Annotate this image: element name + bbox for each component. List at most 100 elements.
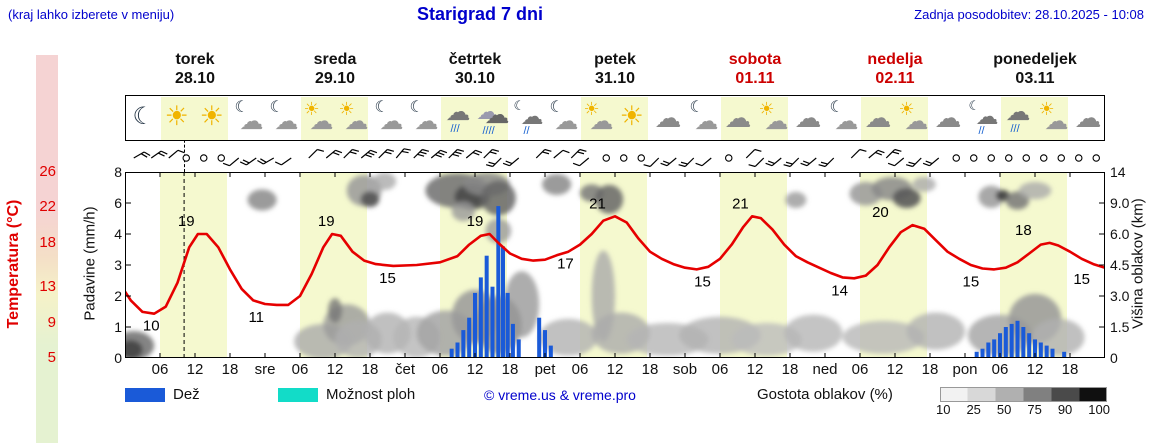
temperature-value-label: 18 (1015, 222, 1032, 239)
icon-layer: ☁ (654, 103, 682, 133)
icon-layer: ☾ (269, 99, 284, 116)
wind-barb-icon (395, 148, 411, 159)
day-date: 03.11 (1015, 70, 1055, 87)
calm-wind-icon (1039, 154, 1048, 162)
wind-barb-icon (572, 157, 590, 167)
calm-wind-icon (1074, 154, 1083, 162)
icon-layer: ☁ (1044, 108, 1069, 135)
time-axis-label: 18 (361, 361, 379, 378)
temperature-value-label: 15 (379, 270, 396, 287)
temperature-tick-label: 26 (39, 163, 56, 180)
cloud-tick-label: 6.0 (1110, 226, 1130, 242)
calm-wind-icon (200, 154, 208, 162)
wind-barb-icon (922, 157, 940, 167)
partly-sun-icon: ☀ ☁ (302, 97, 336, 140)
time-axis-label: 12 (746, 361, 764, 378)
icon-layer: ☁ (484, 101, 510, 129)
icon-layer: ☁ (379, 108, 404, 135)
icon-layer: ☁ (344, 108, 369, 135)
calm-wind-icon (987, 154, 995, 162)
icon-layer: ☁ (414, 108, 439, 135)
cloud-tick-label: 14 (1110, 164, 1126, 180)
daylight-band (581, 97, 649, 140)
daylight-band (721, 97, 789, 140)
icon-layer: ☀ (303, 99, 320, 119)
time-axis-label: 12 (186, 361, 204, 378)
wind-barb-icon (325, 149, 343, 159)
icon-layer: ☁ (476, 99, 499, 124)
temperature-value-label: 15 (1073, 271, 1090, 288)
day-header: nedelja 02.11 (825, 50, 965, 88)
icon-layer: ☁ (975, 103, 999, 129)
temperature-tick-label: 13 (39, 278, 56, 296)
day-header: petek 31.10 (545, 50, 685, 88)
partly-moon-icon: ☾ ☁ (547, 97, 581, 140)
wind-barbs-row (133, 148, 1100, 168)
calm-wind-icon (969, 154, 978, 162)
icon-layer: ☾ (132, 103, 155, 130)
rain-bars (449, 206, 1067, 358)
icon-layer: ☁ (589, 108, 614, 135)
temperature-tick-label: 5 (47, 349, 56, 366)
wind-barb-icon (570, 148, 587, 159)
icon-layer: ☾ (689, 99, 704, 116)
icon-layer: ☁ (239, 108, 264, 135)
wind-barb-icon (868, 149, 885, 159)
calm-wind-icon (619, 154, 628, 162)
precip-tick-label: 4 (114, 226, 122, 242)
meteogram-plot: 10 19 11 19 15 19 17 21 15 21 14 20 15 18 15 (125, 172, 1105, 358)
wind-barb-icon (800, 157, 817, 167)
time-axis-label: 12 (606, 361, 624, 378)
wind-barb-icon (485, 157, 502, 168)
wind-barb-icon (483, 148, 500, 159)
copyright-link[interactable]: © vreme.us & vreme.pro (484, 387, 636, 403)
daylight-band (861, 97, 929, 140)
temperature-value-label: 21 (732, 195, 749, 212)
day-date: 02.11 (875, 70, 915, 87)
density-tick-label: 25 (966, 402, 981, 417)
temperature-value-label: 10 (143, 318, 160, 335)
icon-layer: ☁ (834, 108, 859, 135)
cloud-icon: ☁ (792, 97, 826, 140)
rain-night-icon: ☾ ☁// (967, 97, 1001, 140)
wind-barb-icon (343, 148, 360, 159)
icon-layer: /// (1010, 123, 1020, 135)
icon-layer: ☾ (549, 99, 564, 116)
calm-wind-icon (1004, 154, 1013, 162)
partly-moon-icon: ☾ ☁ (267, 97, 301, 140)
cloud-tick-label: 4.5 (1110, 257, 1130, 273)
cloud-density-ticks: 10 25 50 75 90 100 (936, 402, 1110, 417)
day-header: ponedeljek 03.11 (965, 50, 1105, 88)
wind-barb-icon (308, 148, 325, 159)
icon-layer: ☾ (829, 99, 844, 116)
partly-sun-icon: ☀ ☁ (897, 97, 931, 140)
cloud-icon: ☁ (722, 97, 756, 140)
partly-moon-icon: ☾ ☁ (372, 97, 406, 140)
calm-wind-icon (602, 154, 610, 162)
icon-layer: ☀ (898, 99, 915, 119)
temperature-value-label: 19 (318, 213, 335, 230)
wind-barb-icon (465, 149, 483, 159)
rain-legend-label: Dež (173, 386, 200, 403)
calm-wind-icon (637, 154, 645, 162)
temperature-tick-label: 22 (39, 198, 56, 216)
wind-barb-icon (818, 157, 835, 168)
icon-layer: ☀ (619, 101, 644, 131)
cloud-icon: ☁ (1072, 97, 1106, 140)
icon-layer: // (523, 125, 530, 137)
icon-layer: ☁ (554, 108, 579, 135)
wind-barb-icon (239, 157, 257, 166)
icon-layer: ☁ (764, 108, 789, 135)
time-axis-label: sob (672, 361, 698, 378)
daylight-band (160, 172, 228, 358)
icon-layer: ☁ (309, 108, 334, 135)
partly-moon-icon: ☾ ☁ (687, 97, 721, 140)
density-tick-label: 90 (1057, 402, 1073, 417)
density-tick-label: 100 (1088, 402, 1110, 417)
time-axis-label: 18 (641, 361, 659, 378)
icon-layer: // (978, 125, 985, 137)
precip-tick-label: 0 (114, 350, 122, 366)
showers-legend-label: Možnost ploh (326, 386, 416, 403)
temperature-value-label: 20 (872, 204, 889, 221)
icon-layer: ☁ (794, 103, 822, 133)
